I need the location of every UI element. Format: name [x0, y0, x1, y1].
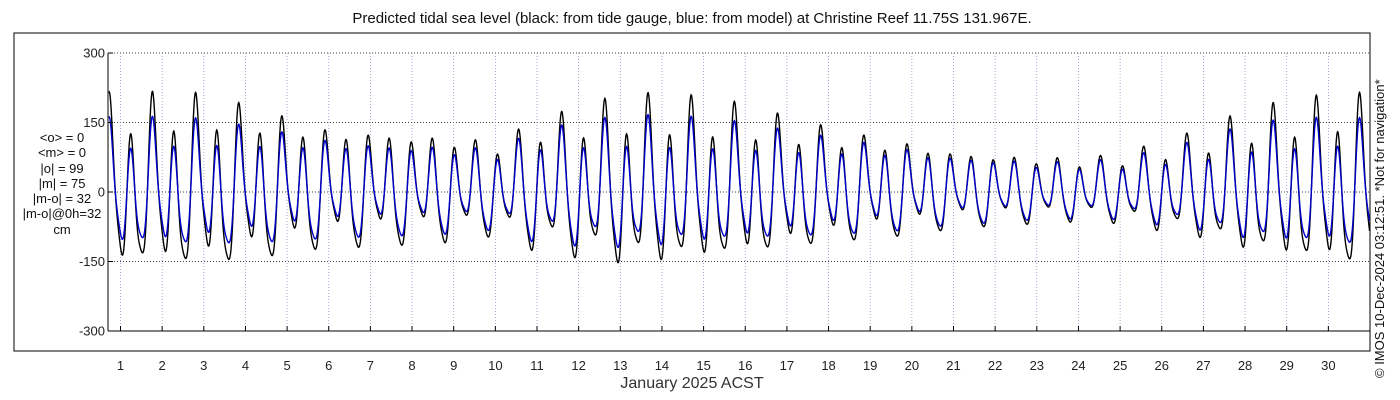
x-tick-label: 22	[988, 358, 1002, 373]
x-tick-label: 4	[242, 358, 249, 373]
x-tick-label: 26	[1155, 358, 1169, 373]
series-lines	[108, 90, 1371, 264]
model-tide-line	[108, 113, 1371, 249]
x-tick-label: 6	[325, 358, 332, 373]
x-tick-label: 21	[946, 358, 960, 373]
x-tick-label: 1	[117, 358, 124, 373]
y-tick-label: 150	[83, 115, 105, 130]
x-tick-label: 25	[1113, 358, 1127, 373]
y-tick-label: -150	[79, 254, 105, 269]
x-tick-label: 28	[1238, 358, 1252, 373]
outer-frame	[13, 32, 1371, 352]
x-tick-label: 19	[863, 358, 877, 373]
x-tick-label: 18	[821, 358, 835, 373]
x-tick-label: 16	[738, 358, 752, 373]
x-tick-label: 30	[1321, 358, 1335, 373]
grid-lines	[108, 52, 1370, 332]
stat-unit: cm	[53, 221, 71, 237]
x-tick-label: 17	[780, 358, 794, 373]
x-tick-label: 5	[283, 358, 290, 373]
stat-abs-difference-0h: |m-o|@0h=32	[22, 206, 102, 222]
statistics-panel: <o> = 0 <m> = 0 |o| = 99 |m| = 75 |m-o| …	[0, 130, 124, 237]
x-tick-label: 3	[200, 358, 207, 373]
x-tick-label: 10	[488, 358, 502, 373]
chart-title: Predicted tidal sea level (black: from t…	[352, 10, 1032, 27]
x-tick-label: 8	[408, 358, 415, 373]
stat-mean-model: <m> = 0	[37, 145, 87, 161]
y-tick-label: 300	[83, 46, 105, 61]
x-tick-label: 20	[905, 358, 919, 373]
x-tick-label: 13	[613, 358, 627, 373]
x-tick-label: 24	[1071, 358, 1085, 373]
x-tick-label: 14	[655, 358, 669, 373]
stat-abs-observed: |o| = 99	[40, 160, 84, 176]
x-tick-label: 12	[571, 358, 585, 373]
x-tick-label: 9	[450, 358, 457, 373]
x-tick-label: 23	[1030, 358, 1044, 373]
x-tick-label: 11	[530, 358, 544, 373]
x-tick-label: 27	[1196, 358, 1210, 373]
x-tick-label: 15	[696, 358, 710, 373]
y-tick-label: -300	[79, 324, 105, 339]
y-tick-label: 0	[98, 185, 105, 200]
stat-abs-difference: |m-o| = 32	[32, 191, 92, 207]
x-tick-label: 29	[1279, 358, 1293, 373]
x-axis-label: January 2025 ACST	[620, 375, 764, 392]
stat-mean-observed: <o> = 0	[39, 130, 85, 145]
stat-abs-model: |m| = 75	[38, 175, 86, 191]
x-tick-label: 2	[159, 358, 166, 373]
credit-text: © IMOS 10-Dec-2024 03:12:51. *Not for na…	[1372, 79, 1387, 378]
x-tick-label: 7	[367, 358, 374, 373]
